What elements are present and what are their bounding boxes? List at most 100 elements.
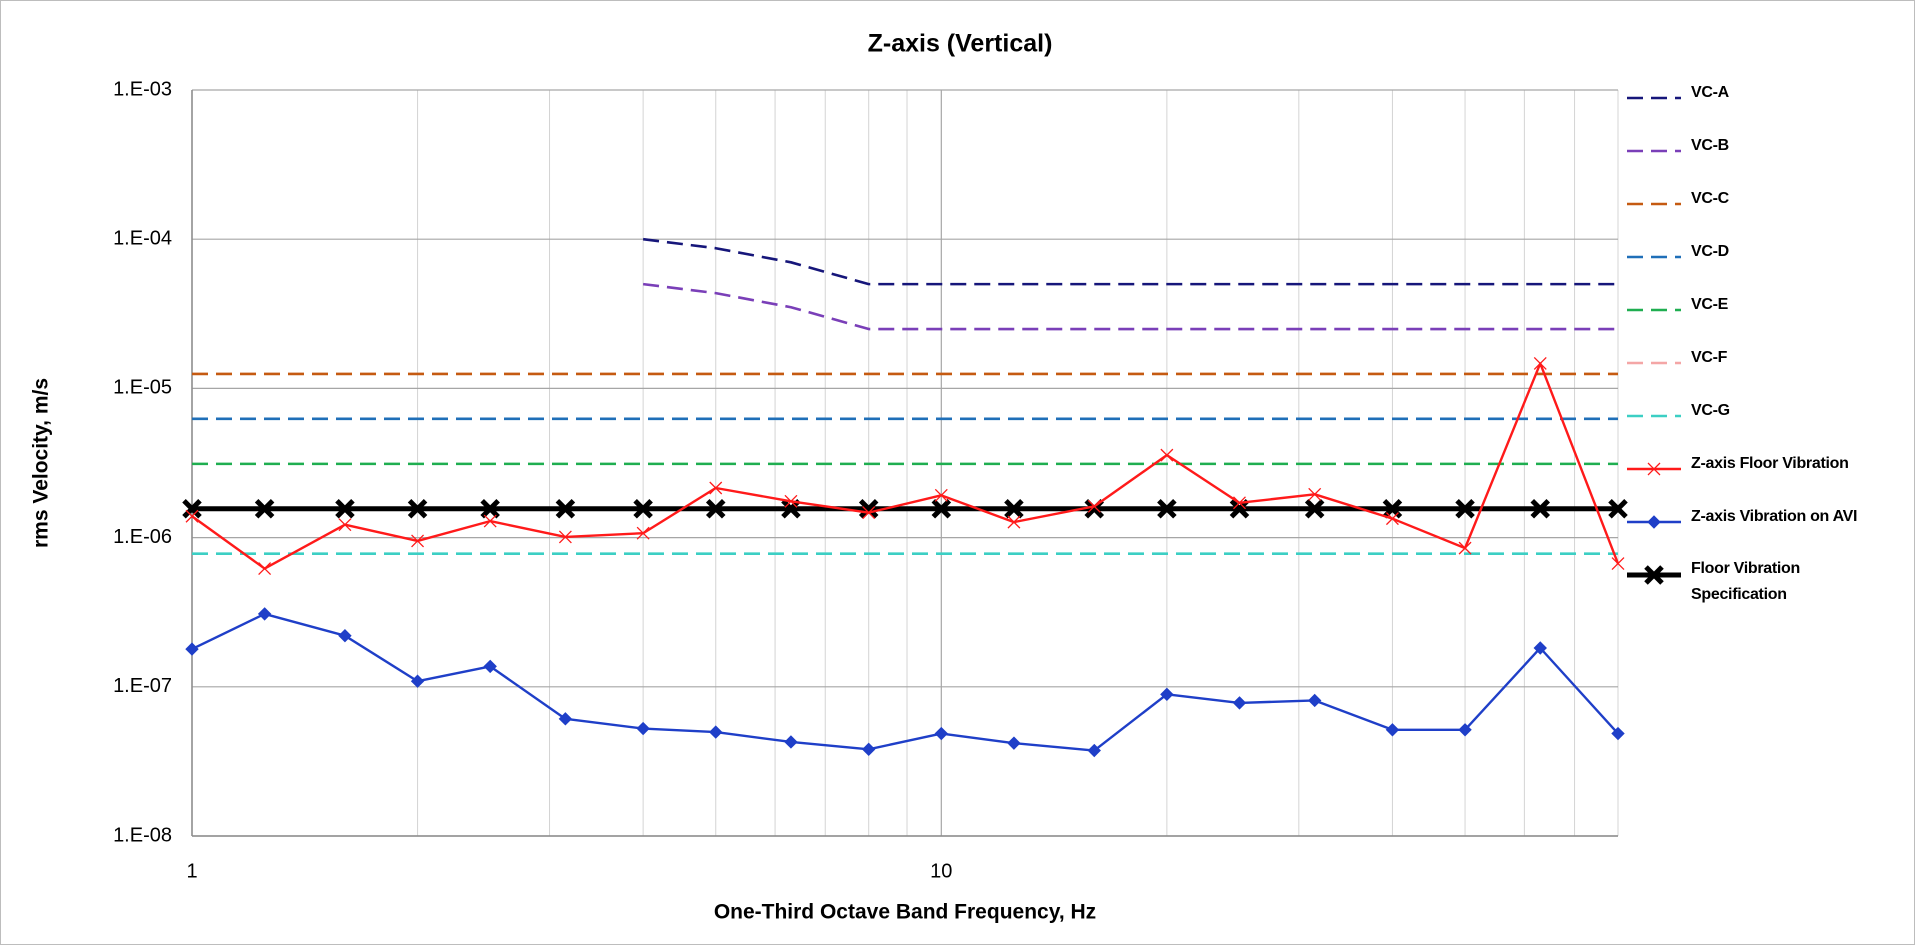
point bbox=[335, 499, 355, 519]
point bbox=[858, 499, 879, 519]
series-line bbox=[642, 237, 1618, 286]
legend-label: VC-C bbox=[1691, 190, 1729, 207]
series-line bbox=[642, 282, 1618, 331]
legend-label: VC-B bbox=[1691, 137, 1729, 154]
legend-entry: Z-axis Vibration on AVI bbox=[1625, 504, 1901, 557]
point bbox=[1308, 487, 1322, 501]
y-tick-label: 1.E-06 bbox=[113, 526, 172, 548]
series bbox=[182, 499, 1628, 519]
series bbox=[642, 282, 1618, 331]
legend-swatch bbox=[1627, 96, 1681, 100]
point bbox=[1385, 723, 1400, 737]
point bbox=[1004, 499, 1024, 519]
point bbox=[555, 499, 576, 519]
legend-label: VC-D bbox=[1691, 243, 1729, 260]
series-line bbox=[191, 362, 1620, 570]
point bbox=[1087, 499, 1101, 513]
point bbox=[1611, 726, 1625, 741]
legend-swatch bbox=[1627, 202, 1681, 206]
point bbox=[1233, 496, 1246, 510]
point bbox=[1385, 512, 1399, 526]
legend-label: Z-axis Floor Vibration bbox=[1691, 455, 1849, 472]
point bbox=[705, 499, 726, 519]
point bbox=[1533, 356, 1547, 370]
point bbox=[1304, 499, 1325, 519]
legend-swatch bbox=[1627, 308, 1681, 312]
legend-entry: VC-F bbox=[1625, 345, 1901, 398]
point bbox=[934, 488, 948, 502]
point bbox=[185, 509, 199, 523]
point bbox=[636, 526, 650, 540]
series bbox=[185, 356, 1625, 576]
point bbox=[1160, 687, 1174, 702]
legend-swatch bbox=[1627, 255, 1681, 259]
point bbox=[1007, 736, 1021, 750]
point bbox=[483, 659, 497, 674]
point bbox=[338, 629, 352, 643]
y-tick-label: 1.E-03 bbox=[113, 78, 172, 100]
point bbox=[781, 499, 801, 519]
point bbox=[1530, 499, 1551, 519]
point bbox=[1232, 696, 1247, 710]
point bbox=[1644, 565, 1664, 585]
legend-entry: Z-axis Floor Vibration bbox=[1625, 451, 1901, 504]
legend-entry: VC-G bbox=[1625, 398, 1901, 451]
legend-entry: VC-B bbox=[1625, 133, 1901, 186]
legend-swatch bbox=[1627, 361, 1681, 365]
x-tick-label: 1 bbox=[186, 860, 197, 882]
legend-entry: VC-D bbox=[1625, 239, 1901, 292]
series bbox=[642, 237, 1618, 286]
point bbox=[784, 494, 798, 508]
y-tick-label: 1.E-04 bbox=[113, 227, 172, 249]
legend-label: VC-G bbox=[1691, 402, 1730, 419]
point bbox=[931, 499, 952, 519]
point bbox=[483, 514, 497, 528]
point bbox=[1458, 541, 1472, 555]
point bbox=[254, 499, 275, 519]
point bbox=[709, 481, 723, 495]
point bbox=[1647, 515, 1661, 529]
point bbox=[410, 674, 425, 688]
point bbox=[709, 725, 723, 739]
y-axis-title: rms Velocity, m/s bbox=[30, 378, 53, 548]
y-tick-label: 1.E-08 bbox=[113, 824, 172, 846]
legend-swatch bbox=[1627, 149, 1681, 153]
point bbox=[558, 530, 572, 544]
point bbox=[1647, 462, 1661, 476]
point bbox=[411, 534, 425, 548]
legend-label: VC-A bbox=[1691, 84, 1729, 101]
point bbox=[1229, 499, 1250, 519]
point bbox=[257, 607, 272, 621]
point bbox=[1608, 499, 1628, 519]
point bbox=[862, 506, 876, 520]
legend-entry: VC-E bbox=[1625, 292, 1901, 345]
legend-swatch bbox=[1627, 414, 1681, 418]
point bbox=[258, 562, 272, 576]
plot-lines bbox=[182, 237, 1628, 758]
point bbox=[636, 721, 650, 736]
point bbox=[1533, 641, 1547, 655]
legend-entry: VC-C bbox=[1625, 186, 1901, 239]
y-tick-label: 1.E-05 bbox=[113, 377, 172, 399]
point bbox=[1160, 448, 1174, 462]
legend-label: VC-F bbox=[1691, 349, 1728, 366]
series bbox=[185, 607, 1625, 758]
x-tick-label: 10 bbox=[930, 860, 952, 882]
point bbox=[1157, 499, 1177, 519]
point bbox=[407, 499, 428, 519]
point bbox=[558, 712, 573, 726]
legend-label: Z-axis Vibration on AVI bbox=[1691, 508, 1858, 525]
point bbox=[182, 499, 202, 519]
x-axis-title: One-Third Octave Band Frequency, Hz bbox=[714, 901, 1096, 924]
point bbox=[633, 499, 653, 519]
point bbox=[1007, 515, 1021, 529]
legend-label: VC-E bbox=[1691, 296, 1729, 313]
legend: VC-A VC-B VC-C VC-D VC-E VC-F VC-G Z-axis Floor… bbox=[1625, 80, 1901, 610]
point bbox=[1455, 499, 1475, 519]
point bbox=[185, 642, 199, 656]
point bbox=[784, 735, 798, 749]
point bbox=[1087, 743, 1101, 758]
legend-entry: Floor Vibration Specification bbox=[1625, 557, 1901, 610]
point bbox=[1458, 723, 1472, 737]
